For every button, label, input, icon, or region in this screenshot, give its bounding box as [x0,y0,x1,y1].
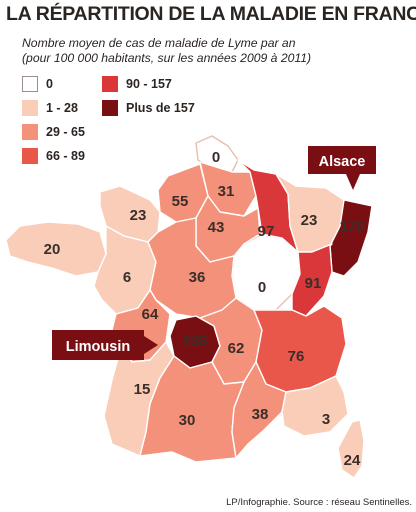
legend-swatch [102,76,118,92]
alsace-callout-box [308,146,376,174]
legend-swatch [102,100,118,116]
region-value: 97 [258,223,275,240]
region-value: 55 [172,193,189,210]
region-languedoc-roussillon [231,361,287,459]
legend-label: Plus de 157 [126,101,195,115]
region-value: 31 [218,183,235,200]
region-value: 62 [228,340,245,357]
region-corse [337,419,365,479]
region-value: 0 [258,279,266,296]
legend-swatch [22,124,38,140]
map-subtitle: Nombre moyen de cas de maladie de Lyme p… [22,36,412,66]
legend-label: 29 - 65 [46,125,85,139]
region-value: 23 [301,212,318,229]
page-title: LA RÉPARTITION DE LA MALADIE EN FRANCE [6,3,416,25]
limousin-callout-pointer [144,336,158,354]
region-value: 91 [305,275,322,292]
region-alsace [329,199,373,277]
region-value: 23 [130,207,147,224]
region-value: 76 [288,348,305,365]
region-value: 235 [182,333,207,350]
region-franche-comte [291,243,333,317]
region-value: 38 [252,406,269,423]
region-value: 43 [208,219,225,236]
legend-label: 90 - 157 [126,77,172,91]
legend-label: 1 - 28 [46,101,78,115]
region-value: 15 [134,381,151,398]
region-value: 3 [322,411,330,428]
alsace-callout-pointer [346,174,360,190]
legend-swatch [22,100,38,116]
legend-label: 0 [46,77,53,91]
map-legend: 0 1 - 28 29 - 65 66 - 89 90 - 157 Plus d… [22,76,262,168]
region-value: 64 [142,306,159,323]
region-value: 176 [339,218,364,235]
alsace-callout-label: Alsace [319,154,366,170]
subtitle-line: Nombre moyen de cas de maladie de Lyme p… [22,36,296,50]
limousin-callout-label: Limousin [66,339,130,355]
region-value: 6 [123,269,131,286]
region-champagne-ardenne [237,159,299,253]
source-credit: LP/Infographie. Source : réseau Sentinel… [226,497,412,508]
legend-swatch [22,76,38,92]
region-value: 30 [179,412,196,429]
region-value: 20 [44,241,61,258]
region-paca [281,375,349,437]
limousin-callout-box [52,330,144,360]
region-value: 0 [212,149,220,166]
legend-label: 66 - 89 [46,149,85,163]
legend-swatch [22,148,38,164]
region-value: 36 [189,269,206,286]
region-value: 24 [344,452,361,469]
subtitle-line: (pour 100 000 habitants, sur les années … [22,51,312,65]
